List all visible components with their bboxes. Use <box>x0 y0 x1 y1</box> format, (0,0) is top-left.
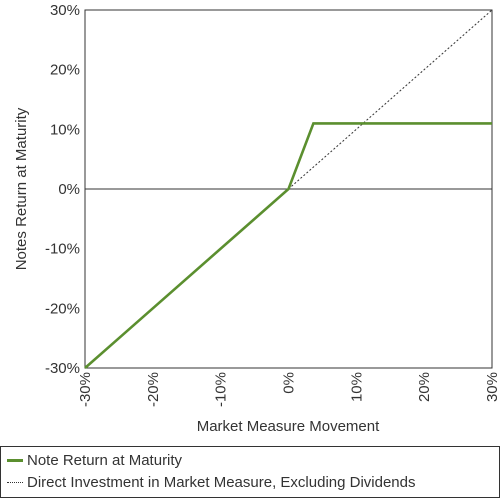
x-tick-label: 0% <box>281 372 298 394</box>
legend-label: Direct Investment in Market Measure, Exc… <box>27 473 416 491</box>
legend-swatch-dotted <box>7 481 23 483</box>
x-tick-labels: -30% -20% -10% 0% 10% 20% 30% <box>77 372 500 407</box>
legend-item-direct-investment: Direct Investment in Market Measure, Exc… <box>7 471 416 493</box>
x-tick-label: -20% <box>145 372 162 407</box>
y-tick-label: 10% <box>50 121 80 138</box>
y-tick-label: 0% <box>58 181 80 198</box>
legend-swatch-solid <box>7 458 23 462</box>
legend: Note Return at Maturity Direct Investmen… <box>0 446 500 498</box>
series-line-direct-investment <box>288 9 493 190</box>
y-tick-labels: 30% 20% 10% 0% -10% -20% -30% <box>45 2 80 377</box>
y-tick-label: -20% <box>45 300 80 317</box>
y-tick-label: 20% <box>50 62 80 79</box>
y-axis-title: Notes Return at Maturity <box>13 107 30 270</box>
legend-item-note-return: Note Return at Maturity <box>7 449 182 471</box>
y-tick-label: -30% <box>45 360 80 377</box>
x-axis-title: Market Measure Movement <box>197 418 380 435</box>
y-tick-label: -10% <box>45 241 80 258</box>
series-line-note-return <box>84 122 492 369</box>
chart: 30% 20% 10% 0% -10% -20% -30% -30% -20% … <box>13 2 500 435</box>
y-tick-label: 30% <box>50 2 80 19</box>
x-tick-label: 20% <box>416 372 433 402</box>
x-tick-label: -10% <box>213 372 230 407</box>
legend-label: Note Return at Maturity <box>27 451 183 469</box>
x-tick-label: 10% <box>348 372 365 402</box>
x-tick-label: 30% <box>484 372 500 402</box>
x-tick-label: -30% <box>77 372 94 407</box>
